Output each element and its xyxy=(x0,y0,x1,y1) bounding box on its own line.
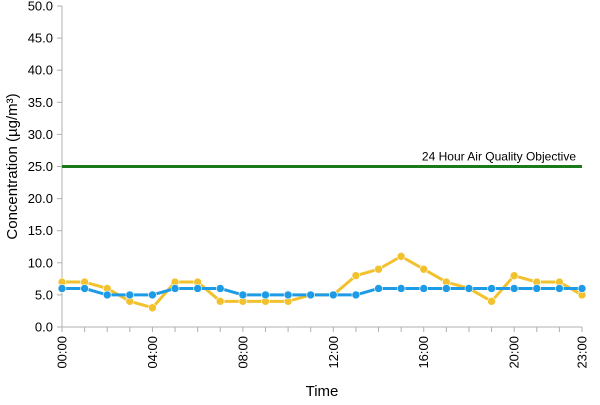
series-2-point xyxy=(577,284,587,293)
x-tick-label: 16:00 xyxy=(416,336,431,369)
series-1-point xyxy=(487,297,496,306)
series-2 xyxy=(57,284,587,300)
axes: 0.0 5.0 10.0 15.0 20.0 25.0 30.0 35.0 40.0 45.0 50… xyxy=(28,0,590,369)
x-tick-label: 08:00 xyxy=(235,336,250,369)
series-1-point xyxy=(374,264,383,274)
y-tick-label: 0.0 xyxy=(35,320,53,335)
series-1-point xyxy=(509,271,519,280)
series-2-point xyxy=(464,284,474,293)
reference-line-group: 24 Hour Air Quality Objective xyxy=(62,150,582,168)
x-tick-label: 04:00 xyxy=(145,336,160,369)
x-tick-label: 20:00 xyxy=(507,336,522,369)
series-2-line xyxy=(62,286,582,297)
y-tick-label: 10.0 xyxy=(28,255,53,270)
y-tick-label: 45.0 xyxy=(28,31,53,46)
series-2-point xyxy=(419,284,429,293)
y-tick-label: 30.0 xyxy=(28,127,53,142)
series-2-point xyxy=(125,290,135,300)
series-2-point xyxy=(238,290,248,300)
y-tick-label: 50.0 xyxy=(28,0,53,14)
y-tick-label: 40.0 xyxy=(28,63,53,78)
series-2-point xyxy=(532,284,542,293)
x-axis-title: Time xyxy=(306,383,339,400)
series-1-point xyxy=(148,303,157,313)
series-2-point xyxy=(509,284,519,293)
x-tick-label: 23:00 xyxy=(575,336,590,369)
series-1-point xyxy=(396,252,406,261)
y-tick-label: 25.0 xyxy=(28,159,53,174)
series-1 xyxy=(57,252,587,313)
series-2-point xyxy=(170,284,180,293)
x-tick-label: 12:00 xyxy=(326,336,341,369)
series-2-point xyxy=(283,290,293,300)
y-tick-label: 15.0 xyxy=(28,223,53,238)
series-2-point xyxy=(396,284,406,293)
series-2-point xyxy=(102,290,112,300)
series-2-point xyxy=(261,290,270,300)
series-1-point xyxy=(419,264,429,274)
series-2-point xyxy=(555,284,564,293)
series-2-point xyxy=(80,284,89,293)
series-2-point xyxy=(442,284,451,293)
y-tick-label: 35.0 xyxy=(28,95,53,110)
series-2-point xyxy=(351,290,361,300)
series-2-point xyxy=(329,290,338,300)
y-tick-label: 5.0 xyxy=(35,287,53,302)
air-quality-objective-label: 24 Hour Air Quality Objective xyxy=(422,150,576,164)
series-1-point xyxy=(215,297,225,306)
series-1-point xyxy=(351,271,361,280)
y-axis-title: Concentration (µg/m³) xyxy=(4,93,21,239)
series-2-point xyxy=(215,284,225,293)
series-group xyxy=(57,252,587,313)
series-2-point xyxy=(487,284,496,293)
series-2-point xyxy=(374,284,383,293)
series-2-point xyxy=(57,284,67,293)
y-tick-label: 20.0 xyxy=(28,191,53,206)
x-tick-label: 00:00 xyxy=(55,336,70,369)
series-1-line xyxy=(62,254,583,310)
series-2-point xyxy=(193,284,202,293)
series-2-point xyxy=(306,290,315,300)
series-2-point xyxy=(148,290,157,300)
